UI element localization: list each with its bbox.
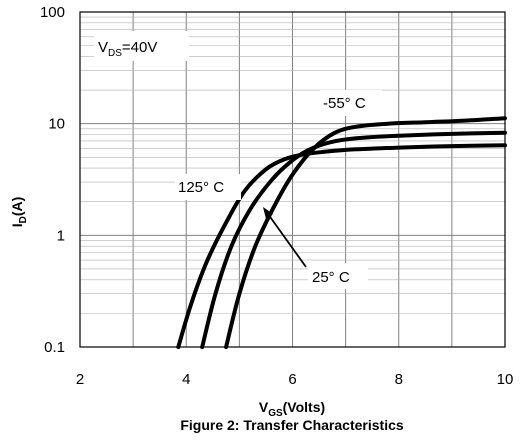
x-axis-label: VGS(Volts) [259,399,325,419]
y-axis-label: ID(A) [9,197,29,228]
grid [80,12,505,347]
y-tick-label: 100 [40,4,65,21]
y-tick-label: 10 [48,116,65,133]
curve-25c [200,130,507,349]
annotation-arrow-line [267,213,307,268]
annotation-minus55: -55° C [323,95,366,112]
x-tick-label: 6 [288,371,296,388]
figure-caption: Figure 2: Transfer Characteristics [180,417,404,433]
x-tick-label: 2 [76,371,84,388]
annotation-box-25 [308,263,368,289]
curves [176,116,507,349]
y-tick-label: 1 [57,227,65,244]
plot-frame [79,11,506,348]
annotation-25: 25° C [312,269,350,286]
x-tick-label: 8 [395,371,403,388]
annotation-arrow-head [263,207,273,219]
y-tick-label: 0.1 [44,339,65,356]
tick-labels: 2 4 6 8 10 0.1 1 10 100 [40,4,513,388]
x-tick-label: 4 [182,371,190,388]
annotation-125: 125° C [178,179,224,196]
curve-minus55c [224,116,507,349]
curve-125c [176,143,507,349]
condition-label-box [94,31,189,61]
annotation-box-minus55 [320,90,382,116]
annotation-box-125 [175,174,241,200]
condition-label: VDS=40V [98,39,157,59]
x-tick-label: 10 [497,371,514,388]
